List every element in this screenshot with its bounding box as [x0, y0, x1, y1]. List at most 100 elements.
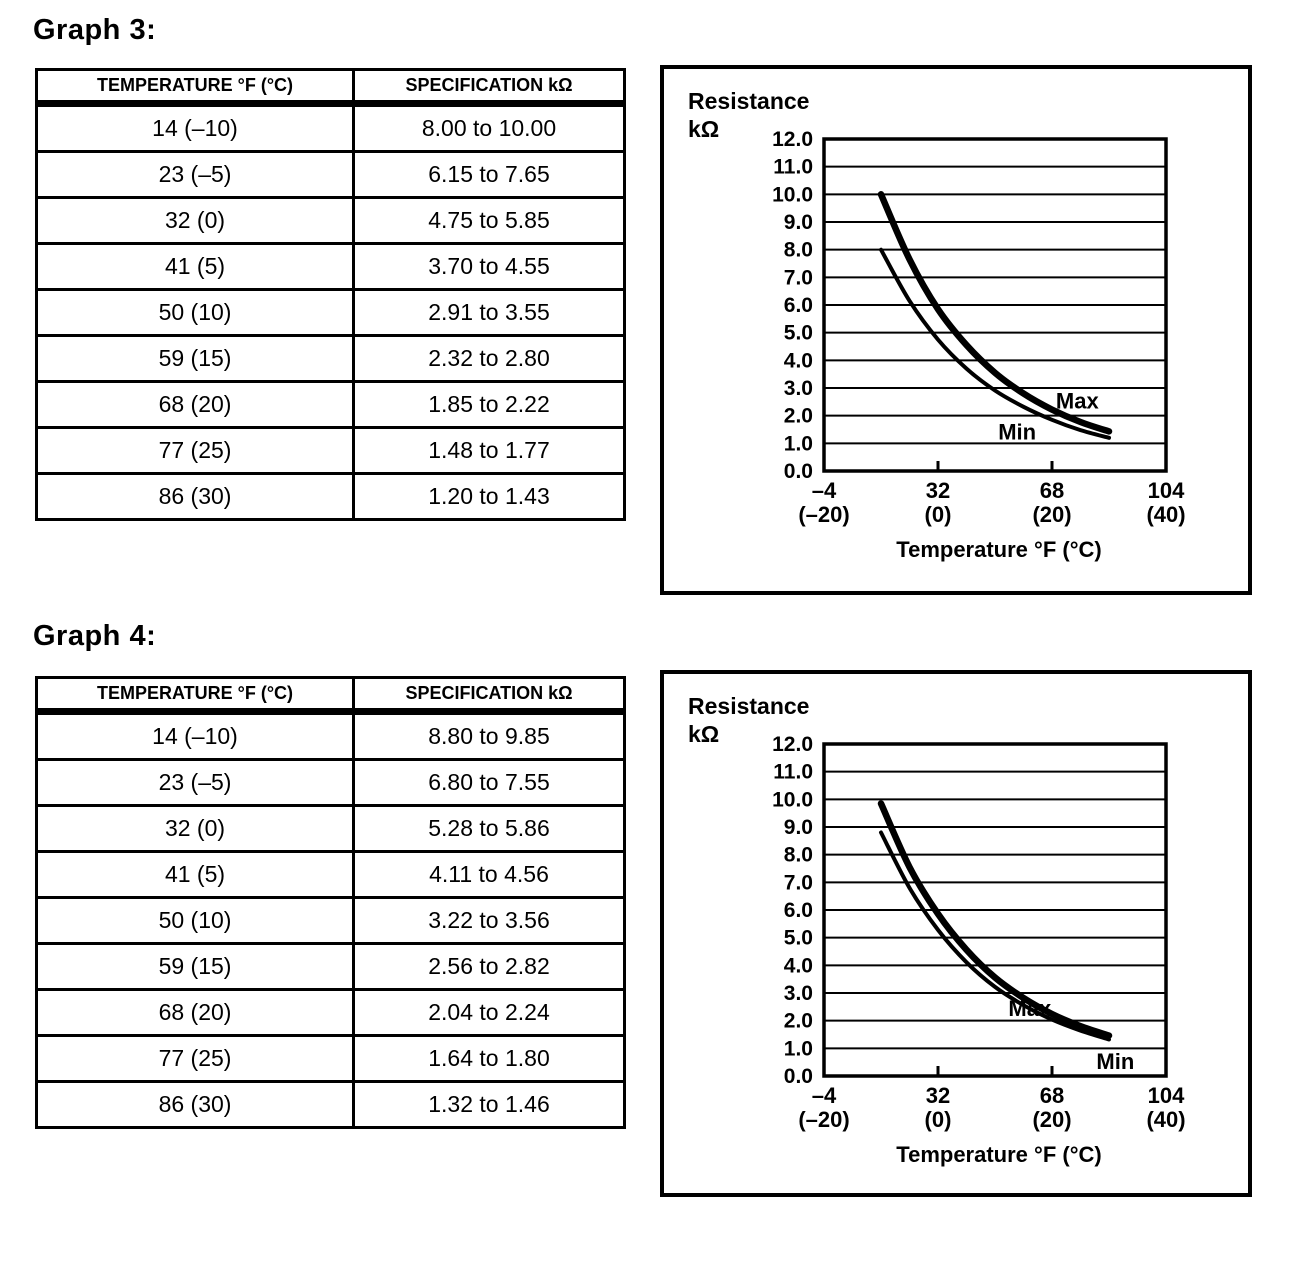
x-tick-label-fahrenheit: 104 — [1148, 478, 1185, 503]
temperature-cell: 77 (25) — [35, 1034, 355, 1083]
y-axis-title: Resistance kΩ — [688, 692, 809, 748]
x-tick-label-celsius: (–20) — [798, 1107, 849, 1132]
specification-cell: 6.15 to 7.65 — [352, 150, 626, 199]
y-tick-label: 0.0 — [784, 1065, 813, 1088]
x-tick-label-fahrenheit: 68 — [1040, 1083, 1064, 1108]
y-tick-label: 12.0 — [772, 128, 813, 151]
specification-cell: 1.64 to 1.80 — [352, 1034, 626, 1083]
specification-cell: 4.75 to 5.85 — [352, 196, 626, 245]
temperature-cell: 50 (10) — [35, 288, 355, 337]
y-tick-label: 8.0 — [784, 239, 813, 262]
temperature-cell: 41 (5) — [35, 242, 355, 291]
table-row: 59 (15) 2.32 to 2.80 — [35, 334, 626, 383]
series-label-max: Max — [1056, 388, 1100, 413]
table-header-row: TEMPERATURE °F (°C) SPECIFICATION kΩ — [35, 68, 626, 107]
chart-frame-graph-3: Resistance kΩ 0.0 1.0 2.0 3.0 4.0 5.0 6.0 7.0 8.… — [660, 65, 1252, 595]
y-tick-label: 11.0 — [773, 156, 813, 179]
y-tick-label: 1.0 — [784, 1037, 813, 1060]
specification-cell: 5.28 to 5.86 — [352, 804, 626, 853]
temperature-cell: 68 (20) — [35, 380, 355, 429]
plot-border — [822, 137, 1168, 473]
temperature-cell: 41 (5) — [35, 850, 355, 899]
section-heading-graph-4: Graph 4: — [33, 620, 157, 652]
y-axis-title: Resistance kΩ — [688, 87, 809, 143]
temperature-cell: 23 (–5) — [35, 758, 355, 807]
series-label-min: Min — [998, 420, 1036, 445]
y-axis-title-line2: kΩ — [688, 116, 720, 142]
curve-max — [877, 191, 1113, 435]
y-axis-title-line1: Resistance — [688, 693, 810, 719]
table-row: 68 (20) 1.85 to 2.22 — [35, 380, 626, 429]
table-row: 41 (5) 4.11 to 4.56 — [35, 850, 626, 899]
x-tick-label-fahrenheit: –4 — [812, 478, 837, 503]
temperature-cell: 86 (30) — [35, 472, 355, 521]
temperature-cell: 77 (25) — [35, 426, 355, 475]
resistance-chart-graph-3: 0.0 1.0 2.0 3.0 4.0 5.0 6.0 7.0 8.0 9.0 10.0 11.0 12… — [772, 128, 1185, 527]
y-tick-label: 4.0 — [784, 349, 813, 372]
table-row: 59 (15) 2.56 to 2.82 — [35, 942, 626, 991]
y-tick-label: 9.0 — [784, 211, 813, 234]
temperature-cell: 68 (20) — [35, 988, 355, 1037]
table-row: 50 (10) 2.91 to 3.55 — [35, 288, 626, 337]
y-tick-label: 6.0 — [784, 899, 813, 922]
series-label-max: Max — [1008, 996, 1052, 1021]
specification-cell: 2.04 to 2.24 — [352, 988, 626, 1037]
specification-cell: 3.70 to 4.55 — [352, 242, 626, 291]
specification-cell: 2.91 to 3.55 — [352, 288, 626, 337]
y-axis-title-line1: Resistance — [688, 88, 810, 114]
table-row: 77 (25) 1.64 to 1.80 — [35, 1034, 626, 1083]
y-tick-label: 8.0 — [784, 844, 813, 867]
spec-table-graph-3: TEMPERATURE °F (°C) SPECIFICATION kΩ 14 … — [35, 68, 626, 521]
specification-cell: 3.22 to 3.56 — [352, 896, 626, 945]
temperature-cell: 59 (15) — [35, 334, 355, 383]
table-row: 14 (–10) 8.00 to 10.00 — [35, 102, 626, 153]
y-tick-label: 11.0 — [773, 761, 813, 784]
temperature-column-header: TEMPERATURE °F (°C) — [35, 68, 355, 107]
table-row: 14 (–10) 8.80 to 9.85 — [35, 710, 626, 761]
y-tick-label: 1.0 — [784, 432, 813, 455]
y-tick-label: 9.0 — [784, 816, 813, 839]
x-axis-title: Temperature °F (°C) — [896, 1142, 1102, 1167]
y-tick-label: 4.0 — [784, 954, 813, 977]
y-tick-label: 10.0 — [772, 788, 813, 811]
x-tick-label-celsius: (–20) — [798, 502, 849, 527]
x-tick-label-fahrenheit: 32 — [926, 478, 950, 503]
x-axis-title: Temperature °F (°C) — [896, 537, 1102, 562]
y-axis-title-line2: kΩ — [688, 721, 720, 747]
y-tick-label: 7.0 — [784, 871, 813, 894]
x-tick-label-fahrenheit: 68 — [1040, 478, 1064, 503]
x-tick-label-celsius: (40) — [1146, 1107, 1185, 1132]
x-tick-label-celsius: (20) — [1032, 1107, 1071, 1132]
temperature-cell: 23 (–5) — [35, 150, 355, 199]
y-tick-label: 12.0 — [772, 733, 813, 756]
table-row: 23 (–5) 6.15 to 7.65 — [35, 150, 626, 199]
y-tick-label: 5.0 — [784, 927, 813, 950]
y-tick-label: 5.0 — [784, 322, 813, 345]
table-row: 32 (0) 4.75 to 5.85 — [35, 196, 626, 245]
specification-column-header: SPECIFICATION kΩ — [352, 68, 626, 107]
specification-cell: 1.32 to 1.46 — [352, 1080, 626, 1129]
temperature-cell: 32 (0) — [35, 804, 355, 853]
x-tick-label-fahrenheit: 104 — [1148, 1083, 1185, 1108]
specification-cell: 2.32 to 2.80 — [352, 334, 626, 383]
chart-frame-graph-4: Resistance kΩ 0.0 1.0 2.0 3.0 4.0 5.0 6.0 7.0 8.… — [660, 670, 1252, 1197]
spec-table-graph-4: TEMPERATURE °F (°C) SPECIFICATION kΩ 14 … — [35, 676, 626, 1129]
curve-min — [879, 247, 1111, 440]
plot-border — [822, 742, 1168, 1078]
temperature-column-header: TEMPERATURE °F (°C) — [35, 676, 355, 715]
y-tick-label: 7.0 — [784, 266, 813, 289]
x-tick-label-celsius: (0) — [925, 502, 952, 527]
y-tick-label: 2.0 — [784, 1010, 813, 1033]
y-tick-label: 3.0 — [784, 982, 813, 1005]
x-tick-label-fahrenheit: 32 — [926, 1083, 950, 1108]
table-row: 68 (20) 2.04 to 2.24 — [35, 988, 626, 1037]
y-tick-label: 2.0 — [784, 405, 813, 428]
y-tick-label: 3.0 — [784, 377, 813, 400]
temperature-cell: 50 (10) — [35, 896, 355, 945]
specification-cell: 4.11 to 4.56 — [352, 850, 626, 899]
table-header-row: TEMPERATURE °F (°C) SPECIFICATION kΩ — [35, 676, 626, 715]
temperature-cell: 86 (30) — [35, 1080, 355, 1129]
y-tick-label: 0.0 — [784, 460, 813, 483]
table-row: 86 (30) 1.20 to 1.43 — [35, 472, 626, 521]
